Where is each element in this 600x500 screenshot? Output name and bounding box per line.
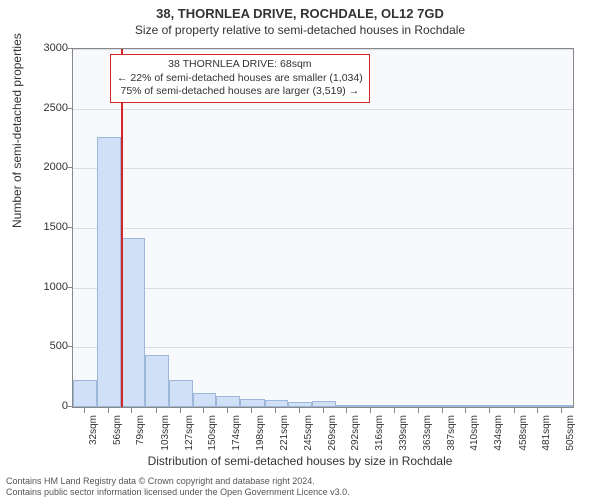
x-tick-mark bbox=[251, 408, 252, 413]
annotation-line3: 75% of semi-detached houses are larger (… bbox=[117, 85, 363, 99]
histogram-bar bbox=[383, 405, 407, 407]
x-tick-mark bbox=[131, 408, 132, 413]
y-tick-label: 2500 bbox=[28, 102, 68, 114]
page-title: 38, THORNLEA DRIVE, ROCHDALE, OL12 7GD bbox=[0, 0, 600, 21]
histogram-bar bbox=[408, 405, 431, 407]
x-tick-mark bbox=[442, 408, 443, 413]
x-tick-label: 363sqm bbox=[422, 415, 433, 465]
histogram-bar bbox=[193, 393, 216, 407]
y-tick-mark bbox=[67, 346, 72, 347]
y-tick-label: 2000 bbox=[28, 161, 68, 173]
x-tick-mark bbox=[84, 408, 85, 413]
y-tick-label: 1000 bbox=[28, 281, 68, 293]
x-tick-mark bbox=[275, 408, 276, 413]
annotation-line1: 38 THORNLEA DRIVE: 68sqm bbox=[117, 58, 363, 72]
y-tick-label: 500 bbox=[28, 340, 68, 352]
x-tick-label: 339sqm bbox=[398, 415, 409, 465]
x-tick-mark bbox=[489, 408, 490, 413]
x-tick-label: 103sqm bbox=[160, 415, 171, 465]
y-tick-label: 3000 bbox=[28, 42, 68, 54]
x-tick-mark bbox=[418, 408, 419, 413]
histogram-bar bbox=[551, 405, 573, 407]
histogram-bar bbox=[73, 380, 97, 407]
x-tick-mark bbox=[561, 408, 562, 413]
y-tick-mark bbox=[67, 287, 72, 288]
x-tick-label: 221sqm bbox=[279, 415, 290, 465]
chart-container: 38, THORNLEA DRIVE, ROCHDALE, OL12 7GD S… bbox=[0, 0, 600, 500]
x-tick-label: 434sqm bbox=[493, 415, 504, 465]
histogram-bar bbox=[312, 401, 336, 407]
x-tick-label: 198sqm bbox=[255, 415, 266, 465]
histogram-bar bbox=[97, 137, 121, 407]
x-tick-label: 174sqm bbox=[231, 415, 242, 465]
histogram-bar bbox=[527, 405, 551, 407]
footer-text: Contains HM Land Registry data © Crown c… bbox=[6, 476, 594, 498]
x-tick-mark bbox=[394, 408, 395, 413]
x-tick-mark bbox=[227, 408, 228, 413]
histogram-bar bbox=[359, 405, 383, 407]
x-tick-mark bbox=[108, 408, 109, 413]
x-tick-label: 481sqm bbox=[541, 415, 552, 465]
gridline bbox=[73, 109, 573, 110]
x-tick-label: 32sqm bbox=[88, 415, 99, 465]
x-tick-mark bbox=[537, 408, 538, 413]
y-tick-mark bbox=[67, 48, 72, 49]
gridline bbox=[73, 228, 573, 229]
footer-line1: Contains HM Land Registry data © Crown c… bbox=[6, 476, 594, 487]
x-tick-label: 387sqm bbox=[446, 415, 457, 465]
x-tick-mark bbox=[514, 408, 515, 413]
x-tick-label: 410sqm bbox=[469, 415, 480, 465]
x-tick-mark bbox=[203, 408, 204, 413]
x-tick-label: 56sqm bbox=[112, 415, 123, 465]
y-axis-label: Number of semi-detached properties bbox=[10, 33, 24, 228]
gridline bbox=[73, 49, 573, 50]
histogram-bar bbox=[216, 396, 240, 407]
histogram-bar bbox=[169, 380, 193, 407]
x-tick-label: 458sqm bbox=[518, 415, 529, 465]
x-tick-label: 269sqm bbox=[327, 415, 338, 465]
annotation-box: 38 THORNLEA DRIVE: 68sqm ← 22% of semi-d… bbox=[110, 54, 370, 103]
x-tick-mark bbox=[299, 408, 300, 413]
gridline bbox=[73, 347, 573, 348]
y-tick-mark bbox=[67, 227, 72, 228]
histogram-bar bbox=[455, 405, 479, 407]
x-tick-label: 79sqm bbox=[135, 415, 146, 465]
x-tick-mark bbox=[370, 408, 371, 413]
histogram-bar bbox=[336, 405, 359, 407]
x-tick-mark bbox=[180, 408, 181, 413]
annotation-line2: ← 22% of semi-detached houses are smalle… bbox=[117, 72, 363, 86]
gridline bbox=[73, 288, 573, 289]
x-tick-label: 127sqm bbox=[184, 415, 195, 465]
x-tick-mark bbox=[346, 408, 347, 413]
x-tick-label: 505sqm bbox=[565, 415, 576, 465]
x-tick-label: 150sqm bbox=[207, 415, 218, 465]
footer-line2: Contains public sector information licen… bbox=[6, 487, 594, 498]
histogram-bar bbox=[288, 402, 312, 407]
x-tick-mark bbox=[156, 408, 157, 413]
y-tick-label: 0 bbox=[28, 400, 68, 412]
histogram-bar bbox=[265, 400, 288, 407]
histogram-bar bbox=[240, 399, 264, 407]
page-subtitle: Size of property relative to semi-detach… bbox=[0, 21, 600, 37]
x-tick-label: 316sqm bbox=[374, 415, 385, 465]
y-tick-mark bbox=[67, 167, 72, 168]
y-tick-mark bbox=[67, 108, 72, 109]
histogram-bar bbox=[431, 405, 455, 407]
x-tick-mark bbox=[465, 408, 466, 413]
histogram-bar bbox=[479, 405, 502, 407]
x-tick-mark bbox=[323, 408, 324, 413]
gridline bbox=[73, 168, 573, 169]
histogram-bar bbox=[502, 405, 526, 407]
y-tick-mark bbox=[67, 406, 72, 407]
x-tick-label: 292sqm bbox=[350, 415, 361, 465]
y-tick-label: 1500 bbox=[28, 221, 68, 233]
x-tick-label: 245sqm bbox=[303, 415, 314, 465]
histogram-bar bbox=[121, 238, 144, 407]
histogram-bar bbox=[145, 355, 169, 408]
